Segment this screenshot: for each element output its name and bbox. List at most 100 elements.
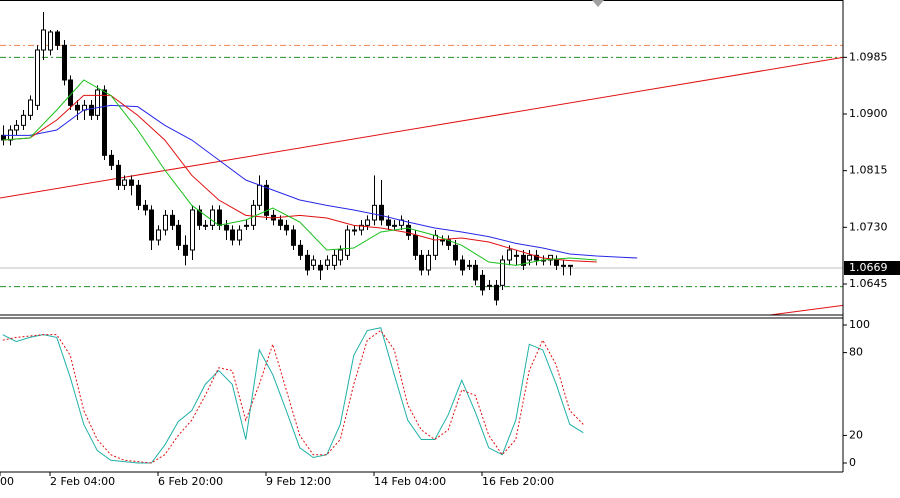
candle-body <box>183 244 188 256</box>
candle-body <box>527 254 532 261</box>
candle-body <box>345 229 350 256</box>
x-tick-label: 16 Feb 20:00 <box>482 475 554 488</box>
y-tick-label: 1.0900 <box>849 107 888 120</box>
candle-body <box>257 184 262 206</box>
candle-body <box>426 254 431 271</box>
candle-body <box>170 214 175 226</box>
candle-body <box>224 224 229 231</box>
y-tick-label: 20 <box>849 428 863 441</box>
candle-body <box>419 254 424 271</box>
candle-body <box>487 284 492 287</box>
candle-body <box>163 214 168 231</box>
trend-line <box>0 56 843 199</box>
indicator-line <box>2 104 638 259</box>
candle-body <box>230 229 235 241</box>
trend-line <box>769 304 843 315</box>
candle-body <box>338 249 343 261</box>
candle-body <box>318 264 323 271</box>
candle-body <box>102 89 107 156</box>
x-tick-label: 2 Feb 04:00 <box>50 475 115 488</box>
candle-body <box>55 31 60 46</box>
candle-body <box>89 104 94 116</box>
price-panel <box>0 12 843 315</box>
candle-body <box>352 229 357 232</box>
candle-body <box>298 244 303 256</box>
candle-body <box>284 224 289 231</box>
candle-body <box>1 134 6 141</box>
current-price-label: 1.0669 <box>849 261 888 274</box>
candle-body <box>35 49 40 106</box>
candle-body <box>500 259 505 286</box>
indicator-line <box>2 327 584 464</box>
candle-body <box>386 219 391 226</box>
candle-body <box>548 254 553 261</box>
candle-body <box>176 224 181 246</box>
candle-body <box>75 104 80 111</box>
candle-body <box>372 204 377 221</box>
candle-body <box>453 244 458 261</box>
candle-body <box>467 264 472 267</box>
candle-body <box>210 209 215 226</box>
candle-body <box>568 264 573 267</box>
y-tick-label: 1.0815 <box>849 164 888 177</box>
candle-body <box>379 204 384 221</box>
candle-body <box>365 219 370 226</box>
candle-body <box>156 229 161 241</box>
candle-body <box>129 179 134 186</box>
candle-body <box>311 259 316 266</box>
chart-shift-marker <box>592 0 604 7</box>
candle-body <box>514 254 519 257</box>
candle-body <box>433 234 438 256</box>
y-tick-label: 1.0730 <box>849 220 888 233</box>
candle-body <box>244 224 249 227</box>
x-tick-label: 9 Feb 12:00 <box>266 475 331 488</box>
candle-body <box>143 204 148 211</box>
candle-body <box>21 114 26 126</box>
candle-body <box>359 224 364 231</box>
candle-body <box>190 209 195 251</box>
candle-body <box>325 259 330 266</box>
candle-body <box>48 31 53 51</box>
candle-body <box>203 224 208 227</box>
indicator-line <box>2 329 584 464</box>
oscillator-panel <box>2 327 584 464</box>
candle-body <box>62 44 67 81</box>
candle-body <box>460 259 465 271</box>
candle-body <box>109 154 114 166</box>
candle-body <box>305 254 310 271</box>
candle-body <box>116 164 121 186</box>
candle-body <box>561 264 566 267</box>
candle-body <box>217 209 222 226</box>
candle-body <box>291 229 296 246</box>
candle-body <box>534 254 539 261</box>
candle-body <box>95 89 100 116</box>
candle-body <box>251 204 256 226</box>
y-tick-label: 1.0985 <box>849 50 888 63</box>
candle-body <box>413 234 418 256</box>
candle-body <box>494 284 499 301</box>
candle-body <box>264 184 269 216</box>
candle-body <box>554 259 559 266</box>
candle-body <box>122 179 127 186</box>
candle-body <box>149 209 154 241</box>
candle-body <box>521 254 526 266</box>
candle-body <box>392 224 397 227</box>
candle-body <box>440 239 445 242</box>
candle-body <box>473 264 478 281</box>
x-tick-label: 6 Feb 20:00 <box>158 475 223 488</box>
y-tick-label: 1.0645 <box>849 277 888 290</box>
candle-body <box>28 99 33 116</box>
candle-body <box>507 249 512 261</box>
candle-body <box>332 254 337 266</box>
candle-body <box>237 229 242 241</box>
indicator-line <box>2 94 597 263</box>
y-tick-label: 0 <box>849 456 856 469</box>
candle-body <box>197 209 202 226</box>
candle-body <box>14 124 19 131</box>
y-tick-label: 100 <box>849 318 870 331</box>
candle-body <box>136 184 141 206</box>
y-tick-label: 80 <box>849 346 863 359</box>
x-tick-label: 00 <box>0 475 14 488</box>
